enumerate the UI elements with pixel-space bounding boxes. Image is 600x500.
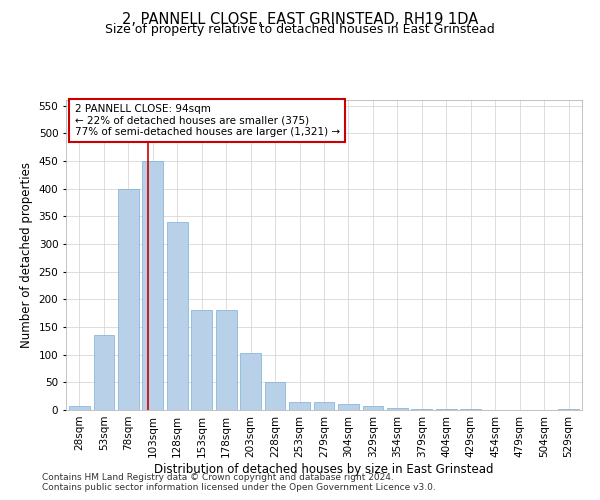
Bar xyxy=(240,353,261,410)
Bar xyxy=(314,402,334,410)
Bar xyxy=(387,408,408,410)
Bar xyxy=(94,336,114,410)
Bar xyxy=(460,409,481,410)
Bar xyxy=(362,406,383,410)
Bar xyxy=(289,402,310,410)
Bar xyxy=(69,406,90,410)
Bar xyxy=(338,404,359,410)
Text: Contains public sector information licensed under the Open Government Licence v3: Contains public sector information licen… xyxy=(42,484,436,492)
Bar xyxy=(265,382,286,410)
Text: 2 PANNELL CLOSE: 94sqm
← 22% of detached houses are smaller (375)
77% of semi-de: 2 PANNELL CLOSE: 94sqm ← 22% of detached… xyxy=(74,104,340,137)
Bar xyxy=(216,310,236,410)
X-axis label: Distribution of detached houses by size in East Grinstead: Distribution of detached houses by size … xyxy=(154,462,494,475)
Text: Contains HM Land Registry data © Crown copyright and database right 2024.: Contains HM Land Registry data © Crown c… xyxy=(42,474,394,482)
Bar xyxy=(142,161,163,410)
Y-axis label: Number of detached properties: Number of detached properties xyxy=(20,162,33,348)
Bar xyxy=(412,409,432,410)
Text: 2, PANNELL CLOSE, EAST GRINSTEAD, RH19 1DA: 2, PANNELL CLOSE, EAST GRINSTEAD, RH19 1… xyxy=(122,12,478,28)
Bar xyxy=(191,310,212,410)
Text: Size of property relative to detached houses in East Grinstead: Size of property relative to detached ho… xyxy=(105,22,495,36)
Bar xyxy=(118,188,139,410)
Bar xyxy=(167,222,188,410)
Bar xyxy=(558,409,579,410)
Bar xyxy=(436,409,457,410)
